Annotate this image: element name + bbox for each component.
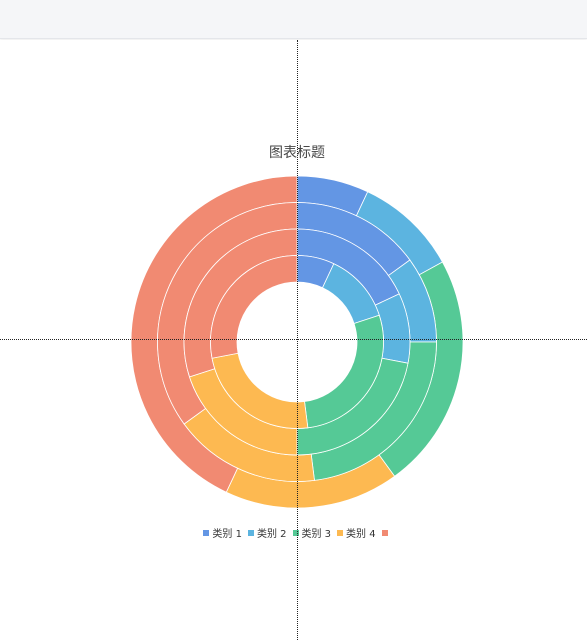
chart-canvas xyxy=(0,40,587,640)
legend-swatch-1 xyxy=(203,529,210,536)
legend-item-1[interactable]: 类别 1 xyxy=(203,525,242,540)
legend-swatch-4 xyxy=(337,529,344,536)
legend-label-1: 类别 1 xyxy=(212,529,242,540)
legend-label-2: 类别 2 xyxy=(256,529,287,540)
legend-label-3: 类别 3 xyxy=(301,529,332,540)
chart-legend: 类别 1 类别 2 类别 3 类别 4 xyxy=(0,525,587,540)
legend-label-4: 类别 4 xyxy=(346,529,376,540)
legend-item-2[interactable]: 类别 2 xyxy=(247,525,287,540)
legend-swatch-3 xyxy=(292,529,299,536)
crosshair-horizontal xyxy=(0,339,587,340)
legend-swatch-2 xyxy=(247,529,254,536)
app-toolbar xyxy=(0,0,587,39)
ring-4-slice-5[interactable] xyxy=(210,255,298,359)
legend-item-5[interactable] xyxy=(381,525,391,540)
legend-item-4[interactable]: 类别 4 xyxy=(337,525,376,540)
ring-group xyxy=(130,175,464,509)
legend-item-3[interactable]: 类别 3 xyxy=(292,525,332,540)
crosshair-vertical xyxy=(297,40,298,640)
legend-swatch-5 xyxy=(381,529,388,536)
